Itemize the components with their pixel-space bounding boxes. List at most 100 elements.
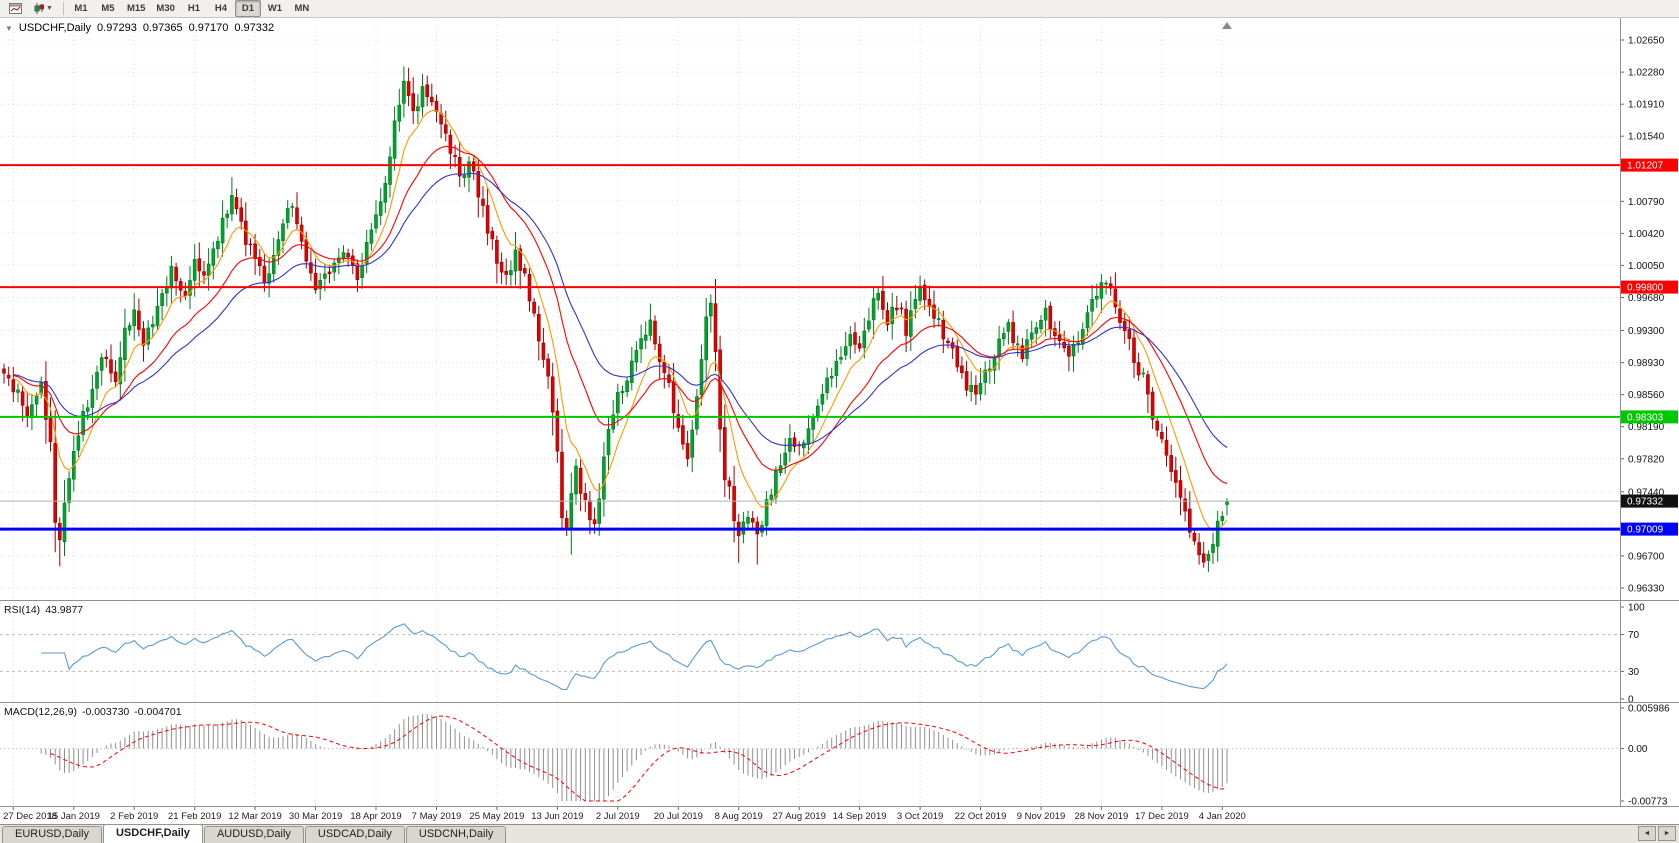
chart-region: 100 70 30 0 0.005986 0.00 -0.00773 1.02650 1.022… bbox=[0, 18, 1679, 824]
macd-label: MACD(12,26,9) -0.003730 -0.004701 bbox=[4, 706, 187, 718]
svg-text:28 Nov 2019: 28 Nov 2019 bbox=[1074, 811, 1128, 822]
svg-text:15 Jan 2019: 15 Jan 2019 bbox=[48, 811, 100, 822]
timeframe-button-m1[interactable]: M1 bbox=[74, 3, 88, 14]
rsi-panel: 100 70 30 0 bbox=[0, 603, 1645, 706]
high-value: 0.97365 bbox=[142, 22, 183, 34]
svg-text:0.98190: 0.98190 bbox=[1628, 422, 1665, 433]
tab-scroll-left-button[interactable]: ◄ bbox=[1638, 826, 1656, 841]
timeframe-button-w1[interactable]: W1 bbox=[267, 3, 283, 14]
chart-tabs-bar: EURUSD,Daily USDCHF,Daily AUDUSD,Daily USDC… bbox=[0, 824, 1679, 843]
svg-text:30 Mar 2019: 30 Mar 2019 bbox=[289, 811, 342, 822]
rsi-name: RSI(14) bbox=[4, 604, 41, 616]
moving-average-lines bbox=[13, 109, 1228, 532]
svg-text:1.01207: 1.01207 bbox=[1627, 161, 1664, 172]
svg-text:1.02280: 1.02280 bbox=[1628, 68, 1665, 79]
svg-text:0.97009: 0.97009 bbox=[1627, 525, 1664, 536]
macd-name: MACD(12,26,9) bbox=[4, 706, 77, 718]
price-axis[interactable]: 1.02650 1.02280 1.01910 1.01540 1.00790 1.004… bbox=[1620, 36, 1678, 595]
close-value: 0.97332 bbox=[234, 22, 275, 34]
svg-text:27 Dec 2018: 27 Dec 2018 bbox=[3, 811, 57, 822]
svg-text:21 Feb 2019: 21 Feb 2019 bbox=[168, 811, 221, 822]
tab-scroll-buttons: ◄ ► bbox=[1638, 826, 1676, 841]
svg-text:0: 0 bbox=[1628, 695, 1634, 706]
timeframe-button-m30[interactable]: M30 bbox=[156, 3, 175, 14]
svg-text:0.96330: 0.96330 bbox=[1628, 584, 1665, 595]
svg-text:4 Jan 2020: 4 Jan 2020 bbox=[1199, 811, 1246, 822]
timeframe-button-mn[interactable]: MN bbox=[294, 3, 310, 14]
svg-text:2 Jul 2019: 2 Jul 2019 bbox=[596, 811, 640, 822]
timeframe-buttons: M1 M5 M15 M30 H1 H4 D1 W1 MN bbox=[68, 0, 316, 17]
low-value: 0.97170 bbox=[188, 22, 229, 34]
svg-text:1.00050: 1.00050 bbox=[1628, 261, 1665, 272]
svg-text:1.00420: 1.00420 bbox=[1628, 229, 1665, 240]
chart-tab-usdcnh[interactable]: USDCNH,Daily bbox=[405, 826, 507, 843]
svg-text:12 Mar 2019: 12 Mar 2019 bbox=[228, 811, 281, 822]
svg-text:0.99800: 0.99800 bbox=[1627, 283, 1664, 294]
macd-signal-value: -0.004701 bbox=[134, 706, 182, 718]
svg-text:0.00: 0.00 bbox=[1628, 744, 1648, 755]
svg-text:1.02650: 1.02650 bbox=[1628, 36, 1665, 47]
horizontal-level-lines[interactable] bbox=[0, 164, 1620, 531]
chart-window-icon bbox=[8, 3, 22, 14]
svg-text:20 Jul 2019: 20 Jul 2019 bbox=[654, 811, 703, 822]
chart-tab-usdchf[interactable]: USDCHF,Daily bbox=[102, 824, 203, 843]
svg-text:13 Jun 2019: 13 Jun 2019 bbox=[531, 811, 583, 822]
chart-tools-dropdown[interactable]: ▼ bbox=[29, 0, 58, 17]
timeframe-toolbar: ▼ M1 M5 M15 M30 H1 H4 D1 W1 MN bbox=[0, 0, 1679, 18]
chart-tabs: EURUSD,Daily USDCHF,Daily AUDUSD,Daily USDC… bbox=[2, 824, 507, 843]
chart-window-button[interactable] bbox=[2, 0, 28, 17]
macd-panel: 0.005986 0.00 -0.00773 bbox=[0, 704, 1670, 808]
toolbar-separator bbox=[62, 2, 64, 15]
svg-text:7 May 2019: 7 May 2019 bbox=[412, 811, 462, 822]
svg-text:0.98930: 0.98930 bbox=[1628, 358, 1665, 369]
svg-text:100: 100 bbox=[1628, 603, 1645, 614]
svg-text:30: 30 bbox=[1628, 667, 1640, 678]
price-chart-canvas[interactable]: 100 70 30 00.005986 0.00 -0.00773 1.02650 1.022… bbox=[0, 18, 1679, 824]
svg-text:0.97440: 0.97440 bbox=[1628, 487, 1665, 498]
svg-text:0.99300: 0.99300 bbox=[1628, 326, 1665, 337]
svg-text:0.96700: 0.96700 bbox=[1628, 551, 1665, 562]
timeframe-button-d1[interactable]: D1 bbox=[234, 0, 261, 17]
svg-text:8 Aug 2019: 8 Aug 2019 bbox=[715, 811, 763, 822]
svg-text:0.99680: 0.99680 bbox=[1628, 293, 1665, 304]
svg-text:1.00790: 1.00790 bbox=[1628, 197, 1665, 208]
svg-text:1.01910: 1.01910 bbox=[1628, 100, 1665, 111]
svg-text:18 Apr 2019: 18 Apr 2019 bbox=[350, 811, 401, 822]
macd-main-value: -0.003730 bbox=[81, 706, 130, 718]
svg-text:3 Oct 2019: 3 Oct 2019 bbox=[897, 811, 943, 822]
svg-text:0.97332: 0.97332 bbox=[1627, 497, 1664, 508]
open-value: 0.97293 bbox=[97, 22, 137, 34]
svg-text:27 Aug 2019: 27 Aug 2019 bbox=[773, 811, 826, 822]
collapse-triangle-icon[interactable]: ▼ bbox=[5, 23, 13, 33]
svg-text:22 Oct 2019: 22 Oct 2019 bbox=[955, 811, 1007, 822]
chevron-down-icon: ▼ bbox=[46, 5, 53, 12]
symbol-period-label: USDCHF,Daily bbox=[18, 22, 92, 34]
svg-text:25 May 2019: 25 May 2019 bbox=[469, 811, 524, 822]
panel-separators[interactable] bbox=[0, 18, 1679, 807]
svg-text:70: 70 bbox=[1628, 630, 1640, 641]
svg-text:14 Sep 2019: 14 Sep 2019 bbox=[833, 811, 887, 822]
svg-text:2 Feb 2019: 2 Feb 2019 bbox=[110, 811, 158, 822]
timeframe-button-h1[interactable]: H1 bbox=[187, 3, 200, 14]
rsi-label: RSI(14) 43.9877 bbox=[4, 604, 88, 616]
candlestick-icon bbox=[34, 3, 44, 14]
svg-text:0.005986: 0.005986 bbox=[1628, 704, 1670, 715]
chart-tab-usdcad[interactable]: USDCAD,Daily bbox=[304, 826, 405, 843]
svg-text:9 Nov 2019: 9 Nov 2019 bbox=[1017, 811, 1066, 822]
rsi-value: 43.9877 bbox=[45, 604, 84, 616]
svg-text:0.97820: 0.97820 bbox=[1628, 454, 1665, 465]
chart-title: ▼ USDCHF,Daily 0.97293 0.97365 0.97170 0… bbox=[5, 22, 274, 34]
tab-scroll-right-button[interactable]: ► bbox=[1658, 826, 1676, 841]
candles bbox=[2, 66, 1229, 573]
timeframe-button-m5[interactable]: M5 bbox=[101, 3, 115, 14]
svg-text:0.98303: 0.98303 bbox=[1627, 412, 1664, 423]
chart-tab-audusd[interactable]: AUDUSD,Daily bbox=[203, 826, 304, 843]
timeframe-button-m15[interactable]: M15 bbox=[126, 3, 146, 14]
timeframe-button-h4[interactable]: H4 bbox=[214, 3, 227, 14]
chart-tab-eurusd[interactable]: EURUSD,Daily bbox=[2, 826, 102, 843]
svg-text:-0.00773: -0.00773 bbox=[1628, 797, 1668, 808]
svg-text:17 Dec 2019: 17 Dec 2019 bbox=[1135, 811, 1189, 822]
svg-text:0.98560: 0.98560 bbox=[1628, 390, 1665, 401]
